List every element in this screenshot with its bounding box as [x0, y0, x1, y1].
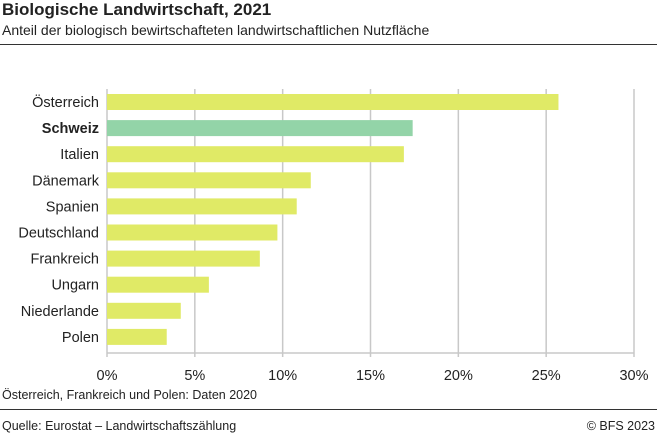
chart-note: Österreich, Frankreich und Polen: Daten … [2, 388, 257, 402]
x-tick-label: 5% [184, 368, 205, 384]
x-tick-label: 30% [619, 368, 648, 384]
category-label: Dänemark [32, 173, 100, 189]
category-label: Österreich [32, 93, 99, 111]
bar-9 [107, 328, 167, 345]
x-tick-label: 10% [268, 368, 297, 384]
category-label: Italien [60, 147, 99, 163]
bar-2 [107, 146, 404, 163]
category-label: Deutschland [18, 226, 99, 242]
x-tick-label: 20% [444, 368, 473, 384]
bar-1 [107, 120, 413, 137]
bar-7 [107, 276, 209, 293]
category-label: Spanien [46, 199, 99, 215]
category-label: Niederlande [21, 304, 99, 320]
category-label: Ungarn [51, 278, 99, 294]
bar-5 [107, 224, 278, 241]
bar-0 [107, 94, 559, 110]
x-tick-label: 25% [532, 368, 561, 384]
x-tick-label: 0% [97, 368, 118, 384]
category-label: Frankreich [31, 252, 100, 268]
bar-4 [107, 198, 297, 215]
category-label: Schweiz [42, 121, 99, 137]
category-label: Polen [62, 330, 99, 346]
bottom-divider [0, 409, 657, 410]
copyright-text: © BFS 2023 [586, 419, 655, 433]
bar-8 [107, 302, 181, 319]
top-divider [0, 44, 657, 45]
chart-title: Biologische Landwirtschaft, 2021 [2, 0, 272, 19]
bar-3 [107, 172, 311, 189]
x-tick-label: 15% [356, 368, 385, 384]
bar-6 [107, 250, 260, 267]
source-text: Quelle: Eurostat – Landwirtschaftszählun… [2, 419, 237, 433]
chart-subtitle: Anteil der biologisch bewirtschafteten l… [2, 22, 430, 38]
